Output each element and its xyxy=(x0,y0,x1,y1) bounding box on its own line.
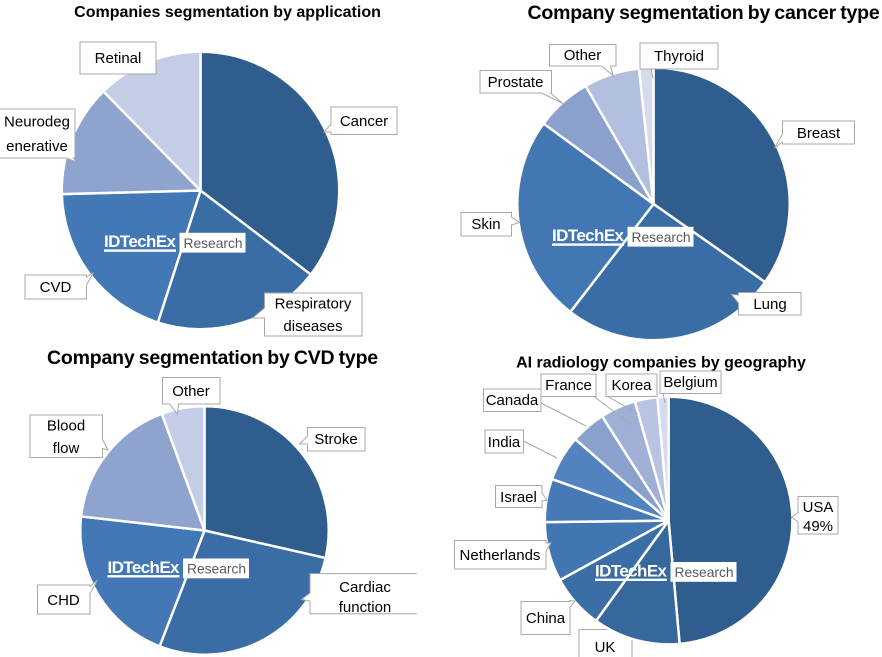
svg-text:Research: Research xyxy=(184,236,243,251)
svg-text:enerative: enerative xyxy=(6,138,68,155)
svg-text:Korea: Korea xyxy=(611,377,652,394)
svg-text:Retinal: Retinal xyxy=(95,50,142,67)
svg-text:Israel: Israel xyxy=(500,489,537,506)
svg-text:IDTechEx: IDTechEx xyxy=(104,232,177,251)
svg-text:IDTechEx: IDTechEx xyxy=(108,558,181,577)
svg-text:Skin: Skin xyxy=(471,216,500,233)
svg-text:India: India xyxy=(488,434,521,451)
svg-text:USA: USA xyxy=(803,499,834,516)
svg-text:CVD: CVD xyxy=(40,279,72,296)
svg-text:Research: Research xyxy=(675,565,734,580)
svg-text:CHD: CHD xyxy=(47,592,80,609)
svg-text:flow: flow xyxy=(53,440,80,457)
svg-text:Breast: Breast xyxy=(797,125,841,142)
svg-text:China: China xyxy=(526,610,566,627)
svg-text:Neurodeg: Neurodeg xyxy=(4,114,70,131)
svg-text:Thyroid: Thyroid xyxy=(654,48,704,65)
svg-text:Research: Research xyxy=(632,230,691,245)
svg-text:Respiratory: Respiratory xyxy=(275,296,352,313)
svg-text:Prostate: Prostate xyxy=(488,74,544,91)
svg-text:Research: Research xyxy=(187,562,246,577)
svg-text:Stroke: Stroke xyxy=(314,431,357,448)
svg-text:function: function xyxy=(339,599,392,616)
svg-text:Company segmentation by CVD ty: Company segmentation by CVD type xyxy=(47,347,378,369)
svg-text:Cancer: Cancer xyxy=(340,113,388,130)
svg-text:Blood: Blood xyxy=(47,418,85,435)
svg-text:Company segmentation by cancer: Company segmentation by cancer type xyxy=(527,2,879,24)
svg-text:Other: Other xyxy=(172,383,210,400)
svg-text:Belgium: Belgium xyxy=(663,374,717,391)
svg-text:diseases: diseases xyxy=(283,318,342,335)
svg-text:IDTechEx: IDTechEx xyxy=(595,561,668,580)
svg-text:Netherlands: Netherlands xyxy=(460,547,541,564)
svg-text:Other: Other xyxy=(564,47,602,64)
svg-text:Canada: Canada xyxy=(486,392,539,409)
svg-text:UK: UK xyxy=(595,639,616,656)
svg-text:Lung: Lung xyxy=(753,296,786,313)
svg-text:AI radiology companies by geog: AI radiology companies by geography xyxy=(516,355,806,372)
svg-text:49%: 49% xyxy=(803,518,833,535)
svg-text:France: France xyxy=(545,377,592,394)
svg-text:Cardiac: Cardiac xyxy=(339,579,391,596)
svg-text:Companies segmentation by appl: Companies segmentation by application xyxy=(74,4,381,21)
svg-text:IDTechEx: IDTechEx xyxy=(552,226,625,245)
